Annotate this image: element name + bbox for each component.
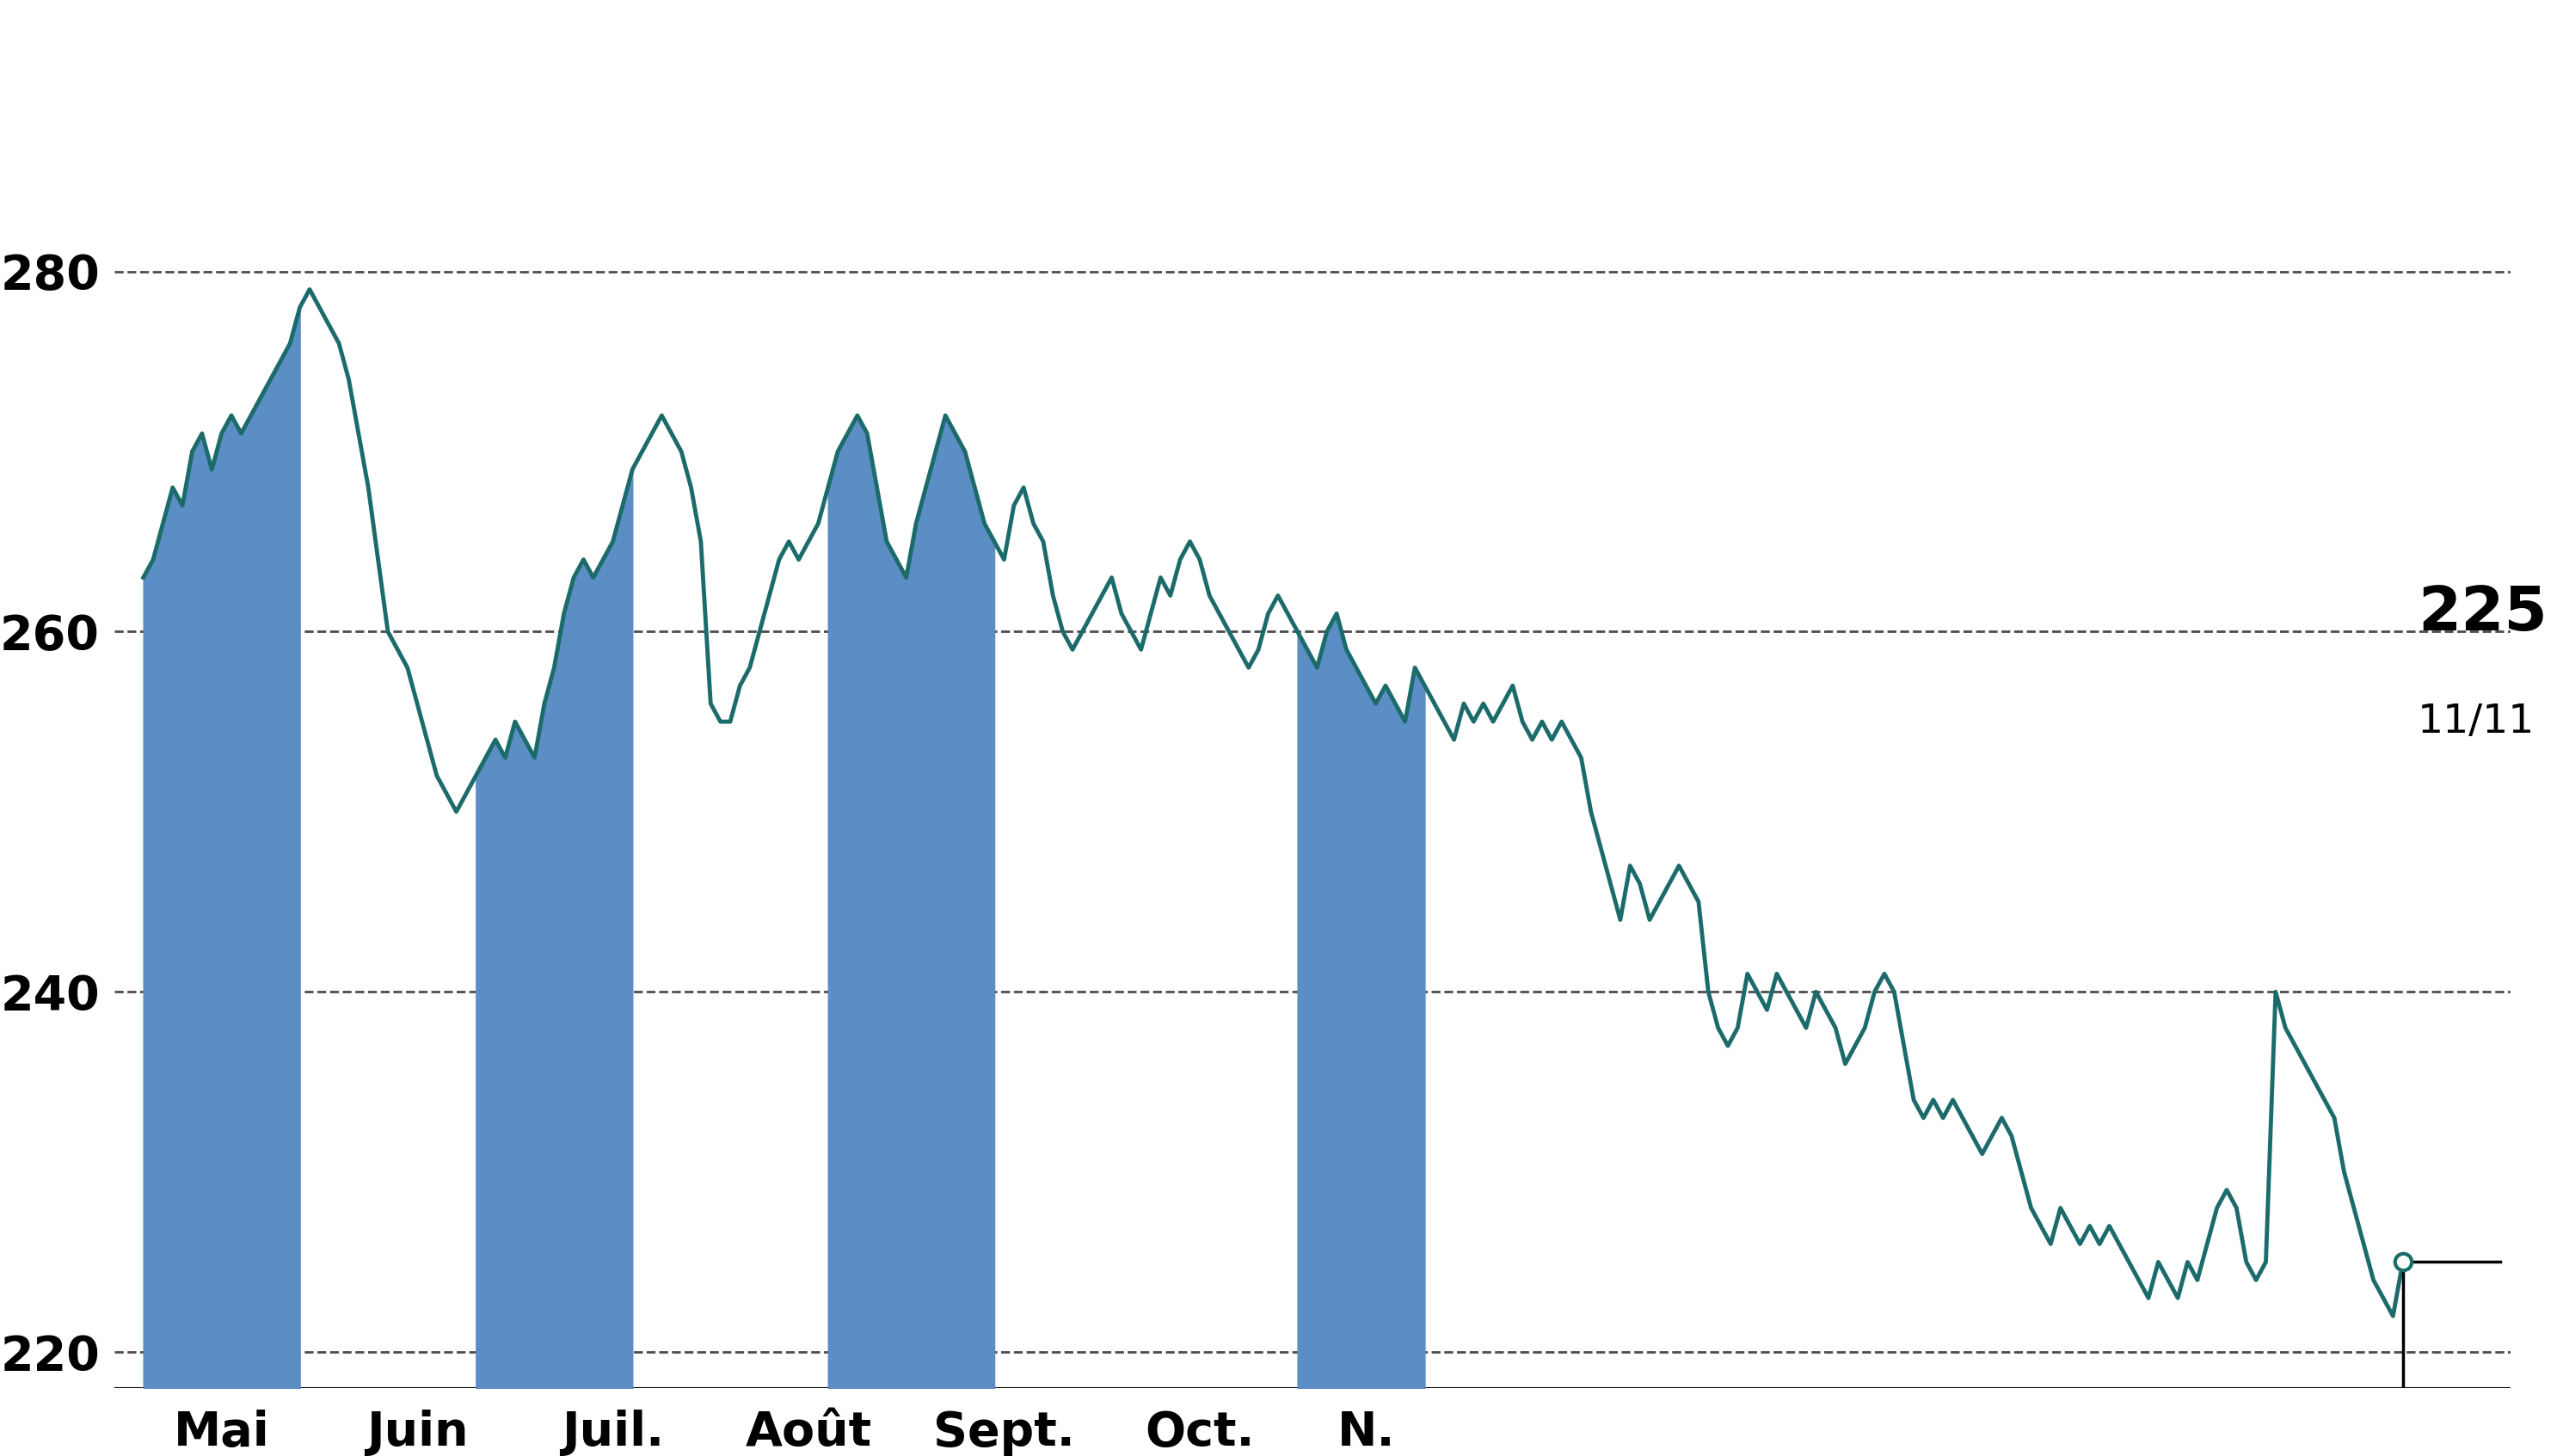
Text: 225: 225 [2417,584,2548,644]
Text: CIE BOIS SAUVAGE: CIE BOIS SAUVAGE [812,35,1812,128]
Text: 11/11: 11/11 [2417,702,2535,741]
